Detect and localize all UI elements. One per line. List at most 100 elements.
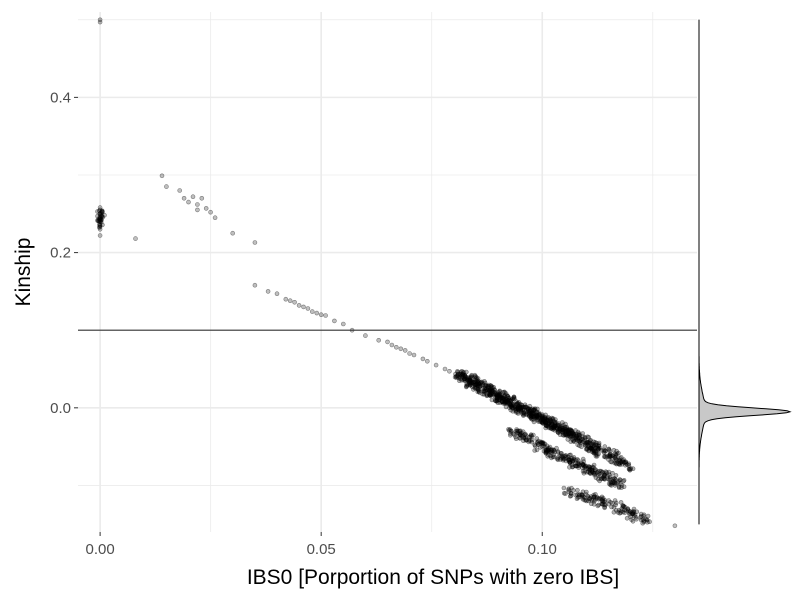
data-point (519, 430, 525, 436)
data-point (606, 447, 612, 452)
data-point (518, 408, 524, 413)
data-point (508, 407, 514, 413)
data-point (601, 476, 607, 482)
data-point (553, 423, 558, 429)
data-point (583, 489, 589, 495)
data-point (323, 313, 328, 318)
data-point (477, 383, 483, 389)
data-point (511, 403, 516, 408)
data-point (494, 399, 499, 404)
data-point (488, 383, 494, 388)
data-point (614, 451, 620, 457)
data-point (581, 470, 587, 476)
data-point (514, 405, 520, 411)
data-point (526, 414, 532, 419)
data-point (555, 455, 561, 460)
data-point (551, 425, 557, 431)
data-point (568, 427, 573, 433)
data-point (465, 377, 470, 383)
data-point (612, 451, 618, 457)
data-point (527, 438, 533, 443)
data-point (532, 448, 538, 453)
data-point (543, 420, 548, 426)
data-point (592, 450, 598, 455)
data-point (539, 414, 545, 420)
data-point (476, 387, 481, 393)
data-point (585, 493, 591, 499)
data-point (618, 510, 624, 516)
data-point (475, 376, 481, 381)
data-point (97, 227, 103, 232)
data-point (589, 466, 595, 471)
data-point (543, 420, 549, 426)
data-point (591, 441, 596, 447)
data-point (501, 399, 507, 405)
data-point (568, 427, 574, 433)
data-point (488, 391, 494, 396)
data-point (591, 494, 597, 500)
data-point (558, 451, 564, 456)
data-point (527, 408, 533, 413)
data-point (542, 416, 548, 422)
data-point (616, 450, 621, 456)
data-point (609, 483, 614, 488)
data-point (469, 384, 475, 390)
data-point (586, 466, 592, 471)
data-point (621, 478, 626, 484)
data-point (543, 418, 549, 424)
data-point (411, 352, 417, 358)
data-point (595, 476, 601, 482)
data-point (526, 438, 532, 443)
data-point (544, 443, 550, 449)
data-point (517, 435, 523, 441)
data-point (583, 446, 589, 452)
data-point (523, 437, 529, 443)
data-point (540, 415, 546, 421)
data-point (631, 509, 636, 514)
data-point (495, 400, 501, 406)
data-point (579, 492, 585, 498)
data-point (539, 440, 545, 446)
data-point (97, 216, 103, 222)
data-point (536, 412, 542, 418)
data-point (572, 463, 578, 469)
data-point (565, 437, 571, 442)
data-point (564, 426, 570, 431)
data-point (98, 219, 104, 225)
data-point (494, 393, 500, 399)
data-point (195, 202, 200, 207)
data-point (472, 379, 478, 385)
data-point (503, 399, 509, 405)
data-point (618, 508, 624, 514)
data-point (476, 384, 481, 389)
data-point (480, 380, 485, 386)
data-point (488, 390, 493, 395)
data-point (473, 376, 478, 382)
data-point (526, 406, 531, 412)
data-point (464, 383, 470, 388)
data-point (631, 509, 637, 515)
data-point (587, 464, 593, 470)
data-point (487, 392, 493, 398)
data-point (505, 394, 511, 399)
data-point (549, 420, 554, 425)
data-point (511, 394, 517, 400)
data-point (502, 400, 508, 405)
data-point (541, 443, 546, 449)
data-point (536, 441, 541, 447)
data-point (505, 399, 510, 405)
data-point (577, 438, 583, 444)
data-point (540, 418, 546, 423)
data-point (576, 439, 582, 444)
data-point (529, 414, 534, 420)
data-point (586, 464, 591, 469)
data-point (496, 393, 502, 399)
data-point (563, 426, 568, 432)
data-point (581, 462, 586, 468)
data-point (559, 454, 565, 460)
data-point (602, 472, 607, 478)
data-point (516, 428, 521, 434)
data-point (545, 449, 550, 454)
data-point (489, 388, 495, 394)
data-point (473, 382, 479, 388)
